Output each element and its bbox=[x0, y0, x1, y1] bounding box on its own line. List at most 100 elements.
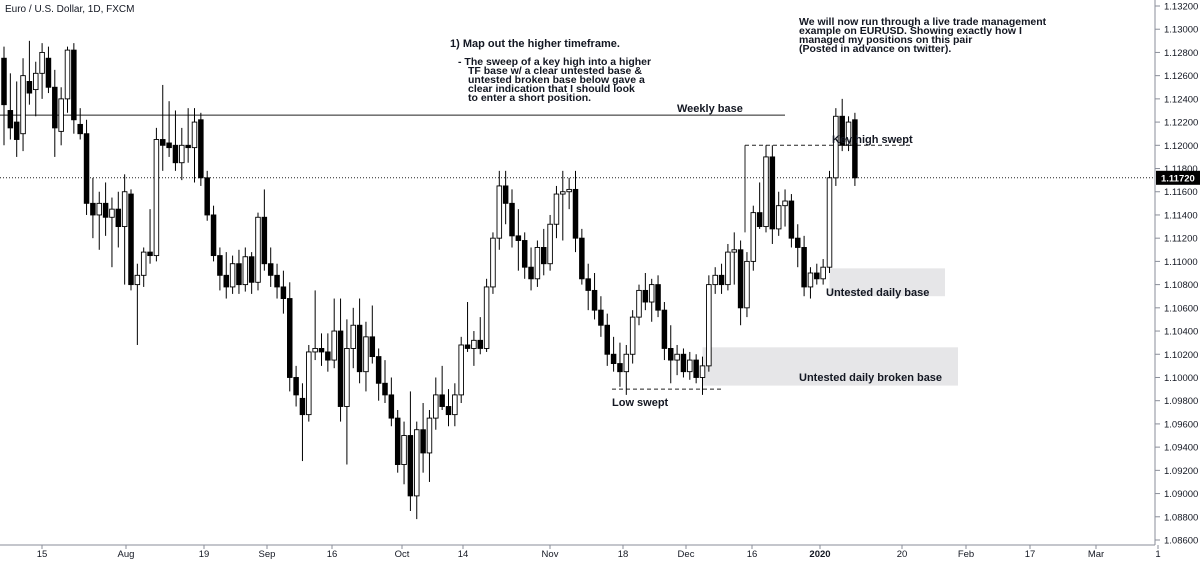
candle bbox=[147, 209, 153, 264]
candle-body-down bbox=[248, 256, 255, 283]
candle bbox=[344, 319, 350, 465]
candle bbox=[756, 182, 763, 229]
candle bbox=[483, 278, 490, 352]
candle bbox=[534, 240, 541, 287]
candle-body-up bbox=[229, 263, 236, 288]
candle bbox=[725, 243, 731, 291]
annotations-layer: 1) Map out the higher timeframe. - The sw… bbox=[450, 16, 1047, 409]
candle bbox=[299, 383, 306, 462]
candle bbox=[477, 317, 484, 355]
candle bbox=[236, 249, 242, 294]
candle-body-down bbox=[159, 139, 166, 146]
candle bbox=[287, 282, 293, 392]
candle bbox=[547, 214, 553, 271]
candle-body-down bbox=[655, 284, 661, 311]
intro-line: example on EURUSD. Showing exactly how I bbox=[799, 25, 1022, 37]
candle-body-down bbox=[668, 348, 674, 361]
candle-body-down bbox=[579, 237, 585, 280]
candle-body-up bbox=[121, 191, 128, 228]
candle-body-up bbox=[750, 212, 757, 262]
symbol-title: Euro / U.S. Dollar, 1D, FXCM bbox=[5, 4, 134, 15]
candle-body-down bbox=[604, 324, 611, 355]
candle-body-up bbox=[699, 365, 706, 378]
current-price-badge bbox=[1156, 170, 1200, 185]
candle-body-down bbox=[217, 255, 223, 276]
key-high-label: Key high swept bbox=[832, 134, 913, 146]
candle bbox=[642, 273, 649, 311]
candle-body-down bbox=[521, 240, 528, 268]
candle-body-down bbox=[852, 119, 858, 179]
candle bbox=[528, 247, 534, 291]
candle bbox=[394, 409, 401, 473]
candle-body-down bbox=[318, 348, 325, 353]
candle bbox=[356, 298, 363, 384]
candle bbox=[90, 177, 96, 239]
price-tick-label: 1.09400 bbox=[1164, 443, 1198, 454]
candle-body-up bbox=[674, 353, 680, 361]
candle-body-down bbox=[198, 119, 204, 179]
candle-body-up bbox=[731, 249, 738, 253]
candle-body-up bbox=[452, 394, 458, 416]
candle-body-down bbox=[617, 363, 623, 373]
candle-body-down bbox=[236, 263, 242, 286]
candle bbox=[121, 174, 128, 285]
price-axis[interactable]: 1.13200 1.13000 1.12800 1.12600 1.12400 1.122… bbox=[1155, 2, 1200, 547]
candle-body-down bbox=[572, 188, 579, 239]
candle-body-down bbox=[693, 359, 699, 378]
time-tick-label: 14 bbox=[458, 549, 469, 560]
candle-body-up bbox=[687, 359, 693, 373]
candle bbox=[674, 344, 680, 376]
candle-body-up bbox=[331, 330, 337, 361]
candle-body-up bbox=[833, 115, 839, 179]
price-tick-label: 1.13200 bbox=[1164, 2, 1198, 13]
candle bbox=[820, 259, 826, 285]
candle-body-up bbox=[255, 216, 261, 283]
price-tick-label: 1.09600 bbox=[1164, 419, 1198, 430]
price-tick-label: 1.10200 bbox=[1164, 350, 1198, 361]
candle-body-up bbox=[820, 266, 826, 280]
map-line: to enter a short position. bbox=[468, 92, 591, 104]
price-tick-label: 1.12600 bbox=[1164, 71, 1198, 82]
candle-body-up bbox=[433, 394, 439, 419]
candle-body-up bbox=[39, 51, 45, 74]
candle bbox=[134, 263, 141, 345]
candle-body-up bbox=[712, 274, 718, 286]
candle-body-down bbox=[223, 274, 229, 288]
candle-body-down bbox=[45, 57, 52, 88]
candle bbox=[191, 108, 198, 183]
candle-body-down bbox=[52, 86, 58, 129]
candle bbox=[579, 228, 585, 285]
candle bbox=[318, 333, 325, 366]
candle-body-down bbox=[382, 382, 388, 396]
candle-body-up bbox=[566, 188, 572, 193]
candle-body-up bbox=[826, 177, 833, 268]
candle-body-up bbox=[725, 251, 731, 286]
price-tick-label: 1.12800 bbox=[1164, 48, 1198, 59]
candle bbox=[795, 224, 801, 268]
candle-body-down bbox=[210, 214, 217, 257]
price-tick-label: 1.09200 bbox=[1164, 466, 1198, 477]
candle bbox=[566, 177, 572, 210]
time-axis[interactable]: 15 Aug 19 Sep 16 Oct 14 Nov 18 Dec 16 2020 20 Feb 17 Ma… bbox=[37, 545, 1161, 560]
candle bbox=[210, 205, 217, 262]
current-price-label: 1.11720 bbox=[1161, 173, 1195, 184]
candle-body-up bbox=[58, 98, 64, 132]
candle bbox=[293, 365, 299, 407]
candle-body-down bbox=[509, 202, 515, 237]
time-tick-label: 18 bbox=[618, 549, 629, 560]
candle bbox=[655, 275, 661, 318]
candle bbox=[604, 313, 611, 366]
untested-daily-base-label: Untested daily base bbox=[826, 287, 929, 299]
candle bbox=[71, 43, 77, 134]
candle bbox=[839, 98, 845, 152]
candle bbox=[496, 170, 503, 250]
candle-body-down bbox=[299, 397, 306, 416]
candle bbox=[464, 302, 471, 352]
price-tick-label: 1.11600 bbox=[1164, 187, 1198, 198]
candle bbox=[445, 389, 452, 427]
candle-body-down bbox=[293, 377, 299, 396]
candle-body-down bbox=[737, 249, 744, 309]
candle-body-down bbox=[172, 144, 179, 164]
candle-body-down bbox=[541, 247, 547, 265]
